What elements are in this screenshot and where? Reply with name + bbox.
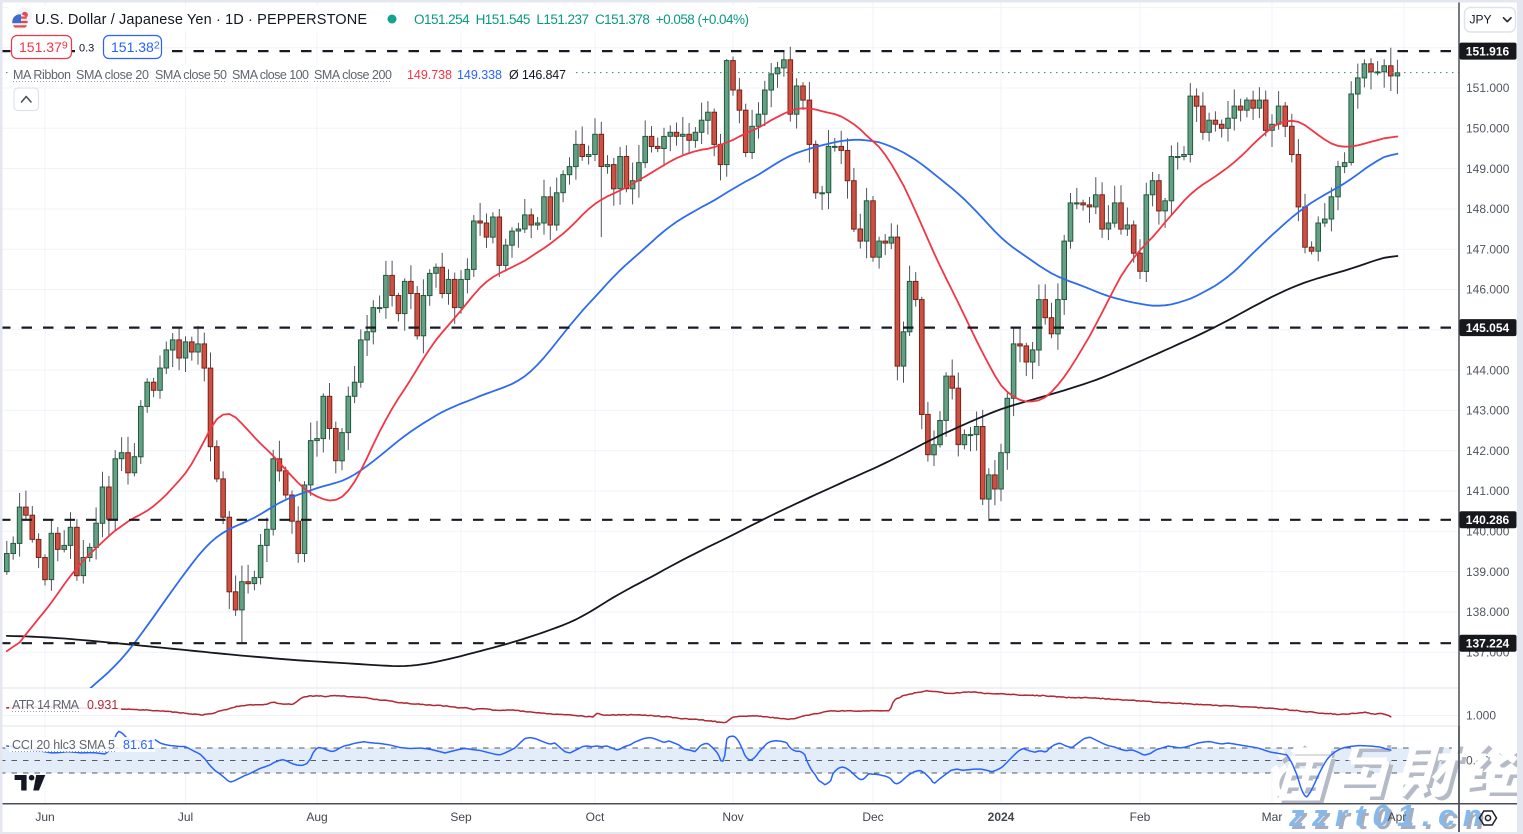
svg-text:1.000: 1.000 bbox=[1466, 709, 1496, 723]
svg-text:0.3: 0.3 bbox=[79, 43, 94, 55]
svg-text:Feb: Feb bbox=[1130, 810, 1151, 824]
svg-text:Aug: Aug bbox=[306, 810, 327, 824]
svg-text:Ø 146.847: Ø 146.847 bbox=[509, 68, 566, 82]
svg-text:151.000: 151.000 bbox=[1466, 81, 1510, 95]
svg-text:Jul: Jul bbox=[178, 810, 193, 824]
svg-text:O151.254 H151.545 L151.237: O151.254 H151.545 L151.237 C151.378 +0.0… bbox=[414, 12, 749, 27]
svg-text:SMA close 100: SMA close 100 bbox=[232, 68, 309, 82]
svg-text:Dec: Dec bbox=[862, 810, 883, 824]
svg-text:139.000: 139.000 bbox=[1466, 565, 1510, 579]
svg-text:151.379: 151.379 bbox=[19, 39, 68, 55]
svg-text:2024: 2024 bbox=[988, 810, 1015, 824]
svg-text:zzrt01.cn: zzrt01.cn bbox=[1288, 798, 1489, 833]
svg-text:141.000: 141.000 bbox=[1466, 484, 1510, 498]
svg-text:Sep: Sep bbox=[450, 810, 472, 824]
svg-text:CCI 20 hlc3 SMA 5: CCI 20 hlc3 SMA 5 bbox=[12, 738, 115, 752]
svg-text:137.224: 137.224 bbox=[1466, 637, 1510, 651]
svg-text:0.931: 0.931 bbox=[87, 698, 118, 712]
svg-text:147.000: 147.000 bbox=[1466, 242, 1510, 256]
svg-text:ATR 14 RMA: ATR 14 RMA bbox=[12, 698, 80, 712]
svg-text:SMA close 20: SMA close 20 bbox=[76, 68, 149, 82]
svg-text:148.000: 148.000 bbox=[1466, 202, 1510, 216]
svg-text:Apr: Apr bbox=[1388, 810, 1407, 824]
svg-text:142.000: 142.000 bbox=[1466, 444, 1510, 458]
svg-text:144.000: 144.000 bbox=[1466, 363, 1510, 377]
svg-text:U.S. Dollar / Japanese Yen · 1: U.S. Dollar / Japanese Yen · 1D · PEPPER… bbox=[35, 12, 367, 28]
svg-text:150.000: 150.000 bbox=[1466, 122, 1510, 136]
svg-text:149.338: 149.338 bbox=[457, 68, 502, 82]
svg-text:JPY: JPY bbox=[1470, 13, 1492, 27]
svg-text:140.286: 140.286 bbox=[1466, 513, 1510, 527]
svg-text:MA Ribbon: MA Ribbon bbox=[13, 68, 71, 82]
svg-text:151.382: 151.382 bbox=[111, 39, 160, 55]
svg-text:Oct: Oct bbox=[586, 810, 605, 824]
svg-text:Nov: Nov bbox=[722, 810, 743, 824]
svg-text:81.61: 81.61 bbox=[123, 738, 154, 752]
svg-text:149.738: 149.738 bbox=[407, 68, 452, 82]
svg-text:145.054: 145.054 bbox=[1466, 321, 1510, 335]
svg-text:143.000: 143.000 bbox=[1466, 404, 1510, 418]
svg-text:146.000: 146.000 bbox=[1466, 283, 1510, 297]
svg-text:149.000: 149.000 bbox=[1466, 162, 1510, 176]
svg-text:SMA close 200: SMA close 200 bbox=[314, 68, 392, 82]
svg-text:Mar: Mar bbox=[1262, 810, 1283, 824]
svg-text:zzrt01.cn: zzrt01.cn bbox=[1291, 801, 1492, 834]
svg-text:151.916: 151.916 bbox=[1466, 44, 1510, 58]
svg-text:SMA close 50: SMA close 50 bbox=[155, 68, 227, 82]
svg-text:138.000: 138.000 bbox=[1466, 605, 1510, 619]
svg-text:Jun: Jun bbox=[35, 810, 54, 824]
